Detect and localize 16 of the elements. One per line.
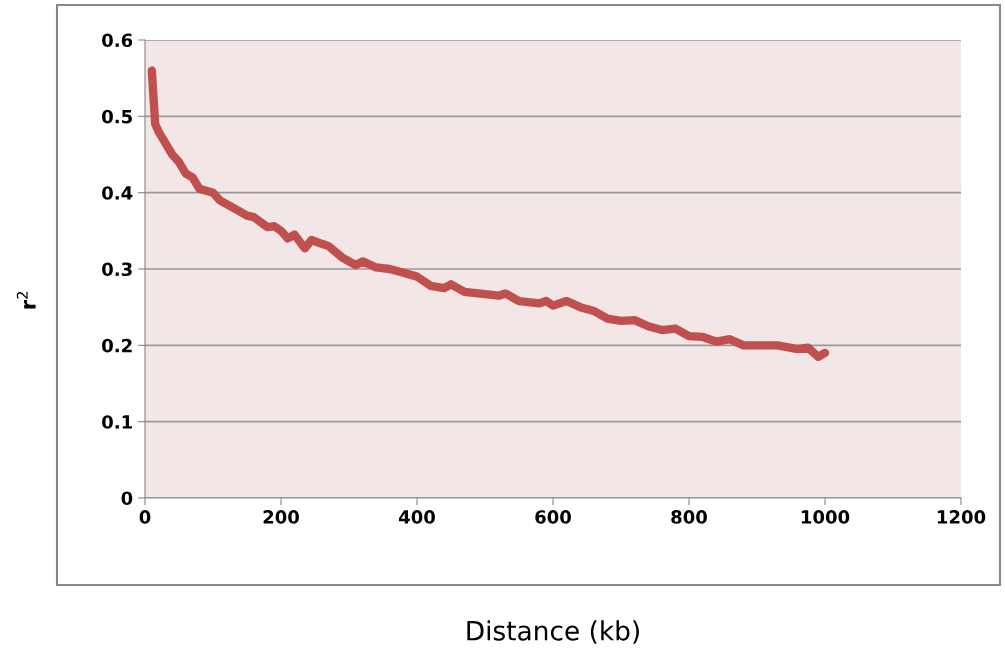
- y-axis-title: r$^{2}$: [16, 291, 36, 309]
- x-tick-label: 600: [535, 510, 571, 524]
- y-tick-label: 0.4: [102, 186, 133, 200]
- y-tick-label: 0.6: [102, 33, 133, 48]
- y-tick-label: 0.3: [102, 262, 132, 277]
- y-tick-label: 0: [121, 491, 133, 506]
- y-tick-label: 0.5: [102, 109, 132, 124]
- x-tick-label: 800: [671, 510, 707, 524]
- x-tick-label: 1200: [937, 510, 986, 524]
- x-tick-label: 0: [139, 510, 151, 524]
- x-tick-label: 200: [263, 510, 299, 524]
- x-tick-label: 1000: [801, 510, 850, 524]
- x-tick-label: 400: [398, 510, 435, 524]
- y-tick-label: 0.2: [102, 338, 132, 353]
- x-axis-title: Distance (kb): [467, 620, 639, 644]
- y-tick-label: 0.1: [102, 415, 132, 429]
